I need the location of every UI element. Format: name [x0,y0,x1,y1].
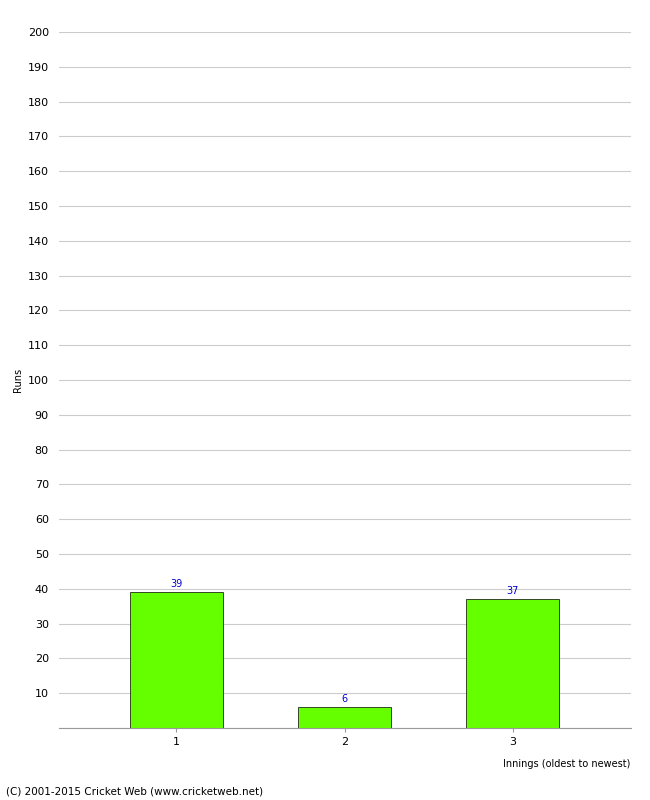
Text: 6: 6 [341,694,348,704]
Y-axis label: Runs: Runs [14,368,23,392]
Text: Innings (oldest to newest): Innings (oldest to newest) [503,759,630,770]
Text: (C) 2001-2015 Cricket Web (www.cricketweb.net): (C) 2001-2015 Cricket Web (www.cricketwe… [6,786,264,796]
Bar [298,707,391,728]
Text: 37: 37 [506,586,519,596]
Bar [130,592,222,728]
Bar [467,599,559,728]
Text: 39: 39 [170,579,183,589]
